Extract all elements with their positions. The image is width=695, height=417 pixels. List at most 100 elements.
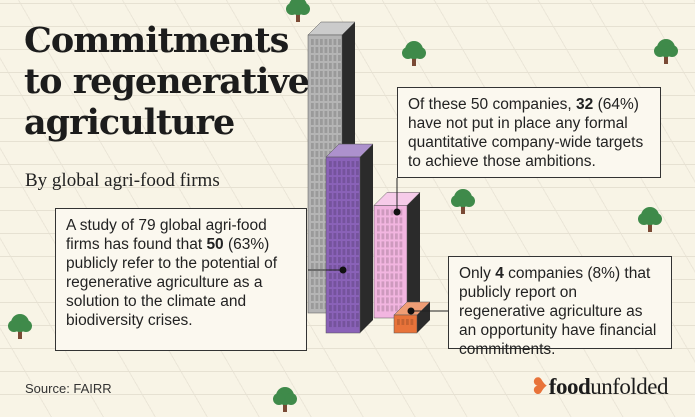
building-window	[333, 225, 337, 232]
building-window	[395, 281, 398, 288]
building-window	[342, 209, 346, 216]
building-window	[381, 241, 385, 248]
building-window	[356, 161, 359, 168]
building-window	[338, 273, 341, 280]
building-side	[360, 144, 373, 333]
building-window	[333, 111, 337, 117]
building-window	[338, 193, 341, 200]
building-window	[311, 175, 314, 181]
building-window	[329, 233, 332, 240]
building-window	[399, 241, 403, 248]
building-window	[351, 193, 355, 200]
building-window	[315, 103, 319, 109]
building-window	[395, 249, 398, 256]
building-window	[401, 319, 405, 325]
building-window	[386, 249, 389, 256]
building-window	[351, 241, 355, 248]
building-window	[342, 297, 346, 304]
building-window	[399, 233, 403, 240]
building-window	[320, 103, 323, 109]
building-window	[356, 217, 359, 224]
building-window	[351, 281, 355, 288]
building-window	[381, 217, 385, 224]
building-window	[320, 255, 323, 261]
tree-icon	[402, 41, 426, 66]
building-window	[315, 223, 319, 229]
building-window	[347, 209, 350, 216]
building-window	[320, 79, 323, 85]
building-window	[320, 55, 323, 61]
building-window	[315, 71, 319, 77]
building-window	[333, 39, 337, 45]
building-window	[324, 79, 328, 85]
building-window	[329, 103, 332, 109]
building-window	[351, 185, 355, 192]
building-window	[333, 135, 337, 141]
building-window	[311, 55, 314, 61]
building-window	[311, 303, 314, 309]
building-window	[329, 297, 332, 304]
building-window	[320, 231, 323, 237]
building-window	[399, 257, 403, 264]
building-window	[338, 47, 341, 53]
building-window	[315, 95, 319, 101]
foodunfolded-logo: ❥foodunfolded	[530, 374, 668, 399]
building-window	[347, 169, 350, 176]
building-window	[351, 169, 355, 176]
building-window	[338, 111, 341, 117]
building-window	[311, 151, 314, 157]
building-window	[377, 249, 380, 256]
building-window	[377, 297, 380, 304]
building-window	[338, 313, 341, 320]
building-window	[399, 217, 403, 224]
building-window	[333, 233, 337, 240]
building-window	[351, 305, 355, 312]
building-window	[410, 319, 414, 325]
building-window	[311, 159, 314, 165]
building-window	[395, 273, 398, 280]
building-window	[347, 305, 350, 312]
building-window	[377, 241, 380, 248]
building-window	[333, 79, 337, 85]
building-window	[347, 273, 350, 280]
building-window	[333, 87, 337, 93]
building-window	[390, 257, 394, 264]
building-window	[356, 265, 359, 272]
building-window	[329, 87, 332, 93]
building-window	[329, 217, 332, 224]
building-window	[386, 257, 389, 264]
building-window	[320, 159, 323, 165]
building-window	[320, 127, 323, 133]
building-window	[315, 79, 319, 85]
building-window	[315, 135, 319, 141]
building-window	[338, 185, 341, 192]
building-window	[351, 177, 355, 184]
building-window	[342, 273, 346, 280]
building-window	[395, 289, 398, 296]
building-window	[399, 249, 403, 256]
building-side	[407, 192, 420, 318]
building-window	[324, 95, 328, 101]
building-window	[329, 305, 332, 312]
building-window	[333, 305, 337, 312]
building-window	[329, 241, 332, 248]
building-side	[417, 302, 430, 333]
building-window	[338, 135, 341, 141]
building-window	[324, 87, 328, 93]
building-window	[324, 71, 328, 77]
building-window	[315, 303, 319, 309]
building-window	[320, 279, 323, 285]
building-window	[386, 225, 389, 232]
building-window	[329, 71, 332, 77]
building-window	[315, 87, 319, 93]
building-window	[395, 265, 398, 272]
building-window	[347, 281, 350, 288]
building-window	[342, 161, 346, 168]
building-window	[329, 209, 332, 216]
building-window	[390, 273, 394, 280]
callout-top: Of these 50 companies, 32 (64%) have not…	[397, 87, 661, 178]
building-window	[351, 321, 355, 328]
building-window	[329, 321, 332, 328]
building-window	[333, 281, 337, 288]
building-window	[381, 233, 385, 240]
